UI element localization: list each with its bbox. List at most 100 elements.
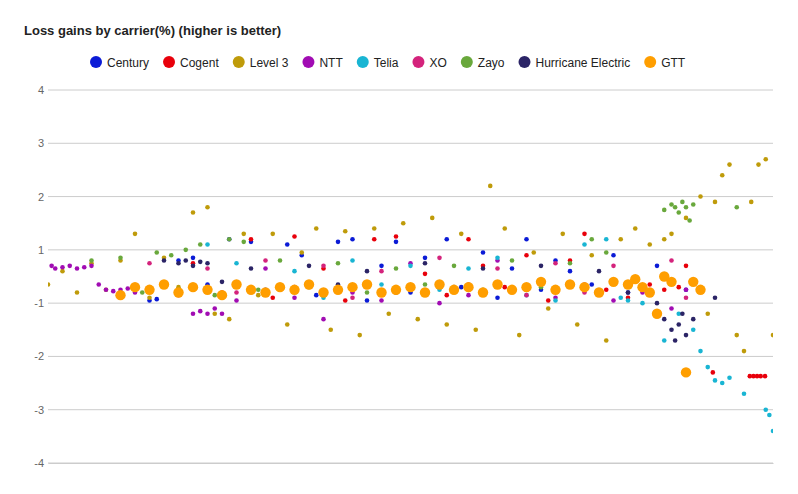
point: [669, 232, 674, 237]
point: [579, 282, 589, 292]
point: [60, 265, 65, 270]
y-tick-label: -2: [34, 350, 44, 362]
point: [191, 312, 196, 317]
legend-item: NTT: [302, 56, 343, 70]
grid-line: [48, 196, 773, 197]
legend-symbol: [357, 56, 369, 68]
point: [466, 293, 471, 298]
y-tick-label: 4: [38, 84, 44, 96]
point: [415, 317, 420, 322]
legend-symbol: [412, 56, 424, 68]
point: [270, 296, 275, 301]
point: [691, 327, 696, 332]
legend-symbol: [233, 56, 245, 68]
point: [604, 237, 609, 242]
point: [695, 285, 705, 295]
point: [89, 258, 94, 263]
point: [727, 375, 732, 380]
point: [104, 288, 109, 293]
point: [212, 312, 217, 317]
point: [640, 301, 645, 306]
point: [191, 210, 196, 215]
point: [568, 261, 573, 266]
y-tick: 1: [38, 244, 44, 256]
point: [420, 287, 430, 297]
point: [488, 184, 493, 189]
legend-label: Telia: [374, 56, 399, 70]
point: [495, 296, 500, 301]
point: [473, 327, 478, 332]
point: [459, 285, 464, 290]
point: [618, 237, 623, 242]
point: [48, 282, 50, 287]
point: [662, 237, 667, 242]
point: [285, 242, 290, 247]
point: [263, 258, 268, 263]
point: [495, 256, 500, 261]
point: [673, 205, 678, 210]
point: [154, 250, 159, 255]
point: [502, 285, 507, 290]
point: [133, 232, 138, 237]
point: [430, 216, 435, 221]
legend-symbol: [644, 56, 656, 68]
point: [645, 287, 655, 297]
point: [423, 256, 428, 261]
legend-item: Level 3: [233, 56, 289, 70]
point: [217, 290, 227, 300]
point: [144, 285, 154, 295]
point: [191, 256, 196, 261]
y-axis-line: [44, 91, 45, 464]
point: [758, 374, 763, 379]
point: [198, 260, 203, 265]
chart: Loss gains by carrier(%) (higher is bett…: [0, 0, 798, 494]
point: [292, 269, 297, 274]
y-axis: 4321-1-2-3-4: [34, 84, 44, 469]
point: [611, 264, 616, 269]
point: [234, 298, 239, 303]
point: [466, 266, 471, 271]
point: [539, 264, 544, 269]
point: [517, 333, 522, 338]
series: [162, 258, 718, 343]
point: [130, 282, 140, 292]
point: [227, 237, 232, 242]
legend-item: Hurricane Electric: [518, 56, 630, 70]
grid-line: [48, 356, 773, 357]
point: [423, 272, 428, 277]
point: [568, 269, 573, 274]
point: [771, 429, 773, 434]
point: [767, 413, 772, 418]
point: [444, 237, 449, 242]
legend-item: Telia: [357, 56, 399, 70]
point: [742, 349, 747, 354]
point: [304, 279, 314, 289]
point: [220, 312, 225, 317]
legend-label: GTT: [661, 56, 686, 70]
point: [212, 293, 217, 298]
point: [688, 277, 698, 287]
point: [669, 327, 674, 332]
point: [394, 240, 399, 245]
point: [676, 210, 681, 215]
point: [626, 298, 631, 303]
point: [575, 322, 580, 327]
point: [285, 322, 290, 327]
point: [749, 200, 754, 205]
point: [372, 237, 377, 242]
y-tick: -4: [34, 457, 44, 469]
point: [437, 301, 442, 306]
point: [198, 309, 203, 314]
series: [89, 200, 739, 298]
point: [434, 279, 444, 289]
point: [720, 381, 725, 386]
series: [147, 256, 688, 301]
point: [118, 256, 123, 261]
point: [546, 298, 551, 303]
legend-label: NTT: [319, 56, 343, 70]
point: [705, 312, 710, 317]
point: [246, 285, 256, 295]
point: [705, 365, 710, 370]
point: [198, 242, 203, 247]
point: [314, 293, 319, 298]
